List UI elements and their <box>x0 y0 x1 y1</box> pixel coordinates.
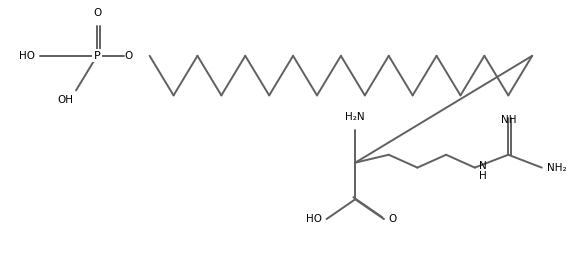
Text: N: N <box>479 161 486 171</box>
Text: OH: OH <box>57 95 73 105</box>
Text: HO: HO <box>306 214 322 224</box>
Text: O: O <box>389 214 397 224</box>
Text: H₂N: H₂N <box>345 112 365 122</box>
Text: O: O <box>93 8 101 18</box>
Text: O: O <box>125 51 133 61</box>
Text: NH₂: NH₂ <box>547 163 566 173</box>
Text: H: H <box>479 170 486 180</box>
Text: HO: HO <box>19 51 35 61</box>
Text: P: P <box>94 51 100 61</box>
Text: NH: NH <box>501 115 516 125</box>
